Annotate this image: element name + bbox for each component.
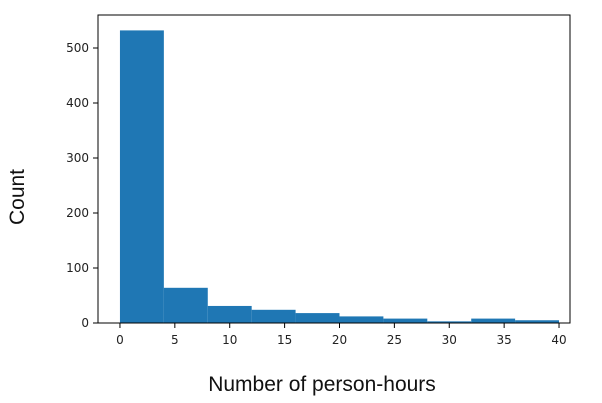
x-axis-title: Number of person-hours bbox=[208, 373, 436, 396]
y-tick-label-1: 100 bbox=[66, 261, 89, 275]
histogram-bar-1 bbox=[163, 287, 208, 323]
histogram-bar-0 bbox=[119, 30, 164, 324]
histogram-bar-8 bbox=[471, 318, 516, 323]
y-tick-label-4: 400 bbox=[66, 96, 89, 110]
histogram-bar-4 bbox=[295, 313, 340, 323]
histogram-bar-3 bbox=[251, 309, 296, 323]
y-tick-label-0: 0 bbox=[81, 316, 89, 330]
y-tick-label-3: 300 bbox=[66, 151, 89, 165]
x-tick-label-5: 25 bbox=[387, 333, 402, 347]
x-tick-label-3: 15 bbox=[277, 333, 292, 347]
bars-group bbox=[119, 30, 560, 324]
x-tick-label-0: 0 bbox=[116, 333, 124, 347]
histogram-bar-6 bbox=[383, 318, 428, 323]
histogram-bar-5 bbox=[339, 316, 384, 323]
y-tick-label-5: 500 bbox=[66, 41, 89, 55]
histogram-bar-7 bbox=[427, 321, 472, 323]
x-tick-label-1: 5 bbox=[171, 333, 179, 347]
y-tick-label-2: 200 bbox=[66, 206, 89, 220]
x-tick-label-6: 30 bbox=[442, 333, 457, 347]
x-tick-label-2: 10 bbox=[222, 333, 237, 347]
x-axis: 0 5 10 15 20 25 30 35 40 bbox=[116, 323, 567, 347]
y-axis-title: Count bbox=[6, 169, 29, 225]
plot-frame bbox=[97, 14, 571, 324]
x-tick-label-8: 40 bbox=[551, 333, 566, 347]
histogram-bar-9 bbox=[515, 320, 560, 323]
x-tick-label-7: 35 bbox=[496, 333, 511, 347]
y-axis: 0 100 200 300 400 500 bbox=[66, 41, 98, 330]
x-tick-label-4: 20 bbox=[332, 333, 347, 347]
histogram-bar-2 bbox=[207, 305, 252, 323]
